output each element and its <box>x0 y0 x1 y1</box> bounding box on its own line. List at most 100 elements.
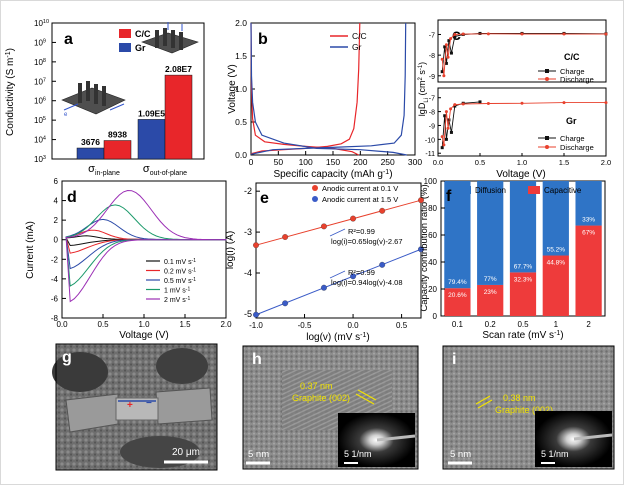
minus-icon: − <box>146 398 152 409</box>
sem-pore <box>52 352 108 392</box>
sem-pore <box>120 436 200 468</box>
x-tick-label: 0 <box>249 157 254 167</box>
panel-label-c: c <box>452 27 461 44</box>
data-point <box>418 197 424 204</box>
data-point <box>282 300 289 307</box>
svg-text:Discharge: Discharge <box>560 143 594 152</box>
legend-label-cc: C/C <box>352 31 367 41</box>
y-axis-ticks: 103 104 105 106 107 108 109 1010 <box>34 19 56 164</box>
y-tick-label: -4 <box>244 268 252 278</box>
y-axis-title: lgDLi (cm2 s-1) <box>417 62 430 116</box>
legend-label: 0.5 mV s-1 <box>164 277 196 285</box>
y-axis-title: Current (mA) <box>25 221 36 279</box>
legend-label: 2 mV s-1 <box>164 296 190 304</box>
y-tick-label: 2 <box>54 216 59 225</box>
panel-a: a 103 104 105 106 107 108 109 1010 3676 1.09E5 89… <box>5 19 205 177</box>
x-tick-label: -1.0 <box>249 321 263 330</box>
y-tick-label: 2.0 <box>235 18 247 28</box>
panel-i-tem-image: i 0.38 nm Graphite (002) 5 nm 5 1/nm <box>442 345 615 470</box>
y-tick-label: 100 <box>424 177 438 186</box>
x-tick-label: 0.5 <box>396 321 408 330</box>
data-point <box>449 51 453 55</box>
panel-label-d: d <box>67 189 77 206</box>
legend-label-capacitive: Capacitive <box>544 186 582 195</box>
beam-stop <box>376 434 416 442</box>
svg-text:Charge: Charge <box>560 134 585 143</box>
x-tick-label: 0.0 <box>56 320 68 329</box>
panel-label-a: a <box>64 31 73 48</box>
curve-gr-discharge <box>250 22 407 156</box>
panel-b-frame <box>250 22 416 156</box>
x-tick-label: 1.5 <box>559 158 569 167</box>
electrode-schematic-inplane: e <box>61 81 126 118</box>
legend-marker-15v <box>312 196 318 202</box>
data-point <box>461 102 465 106</box>
y-tick-label: -9 <box>429 74 435 81</box>
curve-cc-discharge <box>250 22 359 156</box>
saed-inset <box>535 411 612 467</box>
bar-value-label: 44.8% <box>547 260 566 267</box>
bar-value-label: 32.3% <box>514 276 533 283</box>
legend-swatch-capacitive <box>528 186 540 194</box>
cv-curve <box>65 189 227 303</box>
data-point <box>444 61 448 65</box>
x-tick-label: 2.0 <box>601 158 611 167</box>
x-tick-label: 1 <box>554 320 559 329</box>
data-point <box>486 32 490 36</box>
bar-value-label: 79.4% <box>448 279 467 286</box>
x-category-outofplane: σout-of-plane <box>143 163 187 177</box>
sem-electrode-left <box>65 393 119 433</box>
data-point <box>447 39 451 43</box>
data-point <box>320 284 327 291</box>
bar-capacitive <box>509 272 537 316</box>
bar-value-label: 55.2% <box>547 247 566 254</box>
y-tick-label: -9 <box>429 123 435 130</box>
panel-e: e -1.0 -0.5 0.0 0.5 -2 -3 -4 -5 Anodic current … <box>225 182 424 343</box>
panel-h-frame <box>242 345 419 470</box>
y-tick-label: 105 <box>34 116 46 125</box>
fit-r2-01v: R²=0.99 <box>348 227 375 236</box>
lattice-plane: Graphite (002) <box>495 405 553 415</box>
bar-cc <box>103 140 132 160</box>
data-point <box>520 32 524 36</box>
bar-cc <box>164 74 193 160</box>
x-tick-label: 0.0 <box>347 321 359 330</box>
x-tick-label: 0.1 <box>452 320 464 329</box>
sem-electrode-right <box>155 387 213 425</box>
y-tick-label: 6 <box>54 177 59 186</box>
data-point <box>440 146 444 150</box>
legend-label-01v: Anodic current at 0.1 V <box>322 184 398 193</box>
y-tick-label: 1.0 <box>235 84 247 94</box>
cv-curve <box>65 235 227 247</box>
panel-i-frame <box>442 345 615 470</box>
cv-curve <box>65 204 227 287</box>
bar-gr <box>137 119 166 160</box>
y-tick-label: 108 <box>34 58 46 67</box>
data-point <box>253 311 259 318</box>
axis-ticks: 0.0 0.5 1.0 1.5 2.0 -8 -6 -4 -2 0 2 4 6 <box>51 177 232 329</box>
bar-diffusion <box>542 181 569 256</box>
y-axis-title: Conductivity (S m-1) <box>5 48 16 136</box>
electron-label: e <box>64 112 68 118</box>
subplot-label-gr: Gr <box>566 116 577 126</box>
scale-bar-label: 20 μm <box>172 447 200 458</box>
sem-pore <box>156 348 208 384</box>
x-axis-title: Specific capacity (mAh g-1) <box>273 169 392 180</box>
data-point <box>443 114 447 118</box>
bar-value-label: 8938 <box>108 130 127 140</box>
legend-label-cc: C/C <box>135 29 151 39</box>
panel-h-tem-image: h 0.37 nm Graphite (002) 5 nm 5 1/nm <box>242 345 419 470</box>
legend-label-gr: Gr <box>135 43 146 53</box>
legend-c-bottom: Charge Discharge <box>538 134 594 152</box>
data-point <box>478 31 482 35</box>
bar-capacitive <box>542 255 569 316</box>
y-tick-label: -7 <box>429 96 435 103</box>
legend-marker-01v <box>312 185 318 191</box>
x-tick-label: 1.0 <box>138 320 150 329</box>
bar-value-label: 1.09E5 <box>138 108 165 118</box>
curve-gr-charge <box>250 22 407 155</box>
x-tick-label: 2 <box>586 320 591 329</box>
x-tick-label: 200 <box>353 157 367 167</box>
